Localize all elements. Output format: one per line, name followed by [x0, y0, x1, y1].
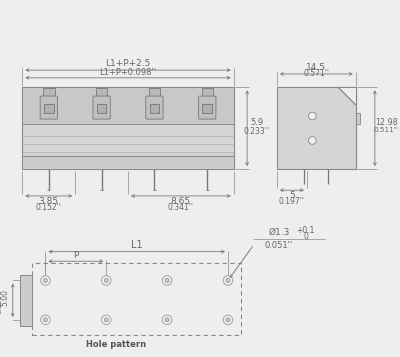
Text: Hole pattern: Hole pattern — [86, 340, 146, 349]
Circle shape — [41, 315, 50, 325]
Text: 0: 0 — [303, 232, 308, 241]
Circle shape — [102, 315, 111, 325]
Circle shape — [41, 276, 50, 285]
FancyBboxPatch shape — [93, 96, 110, 119]
Circle shape — [226, 318, 230, 322]
Circle shape — [162, 276, 172, 285]
Bar — [202, 104, 212, 113]
Circle shape — [226, 278, 230, 282]
Text: 0.197'': 0.197'' — [0, 290, 2, 314]
Bar — [22, 156, 234, 169]
Text: 0.152'': 0.152'' — [36, 203, 62, 212]
Text: 0.511'': 0.511'' — [374, 127, 399, 133]
Bar — [150, 104, 159, 113]
Text: 0.341'': 0.341'' — [168, 203, 194, 212]
Text: L1+P+0.098'': L1+P+0.098'' — [100, 67, 156, 76]
Text: L1+P+2.5: L1+P+2.5 — [105, 59, 151, 68]
Text: 12.98: 12.98 — [375, 118, 398, 127]
Text: +0.1: +0.1 — [296, 226, 315, 235]
FancyBboxPatch shape — [40, 96, 58, 119]
Text: 0.233'': 0.233'' — [244, 127, 270, 136]
Circle shape — [102, 276, 111, 285]
Circle shape — [308, 137, 316, 144]
FancyBboxPatch shape — [146, 96, 163, 119]
Text: 8.65: 8.65 — [171, 197, 191, 206]
Circle shape — [223, 276, 233, 285]
Circle shape — [162, 315, 172, 325]
Text: 5.00: 5.00 — [0, 289, 10, 306]
Bar — [22, 87, 234, 124]
Circle shape — [104, 318, 108, 322]
Circle shape — [104, 278, 108, 282]
Bar — [32, 263, 241, 335]
Bar — [149, 89, 160, 96]
Bar — [96, 89, 107, 96]
Bar — [22, 87, 234, 169]
Text: 0.197'': 0.197'' — [279, 197, 305, 206]
Text: 0.571'': 0.571'' — [303, 69, 329, 77]
Circle shape — [308, 112, 316, 120]
Text: 5.9: 5.9 — [250, 118, 263, 127]
Bar — [20, 275, 32, 326]
FancyBboxPatch shape — [199, 96, 216, 119]
Text: 3.85: 3.85 — [39, 197, 59, 206]
Circle shape — [44, 278, 47, 282]
Bar — [356, 112, 360, 124]
Circle shape — [223, 315, 233, 325]
Text: 5: 5 — [289, 191, 295, 200]
Bar — [202, 89, 213, 96]
Circle shape — [44, 318, 47, 322]
Text: P: P — [73, 251, 78, 260]
Text: Ø1.3: Ø1.3 — [268, 228, 290, 237]
Bar — [97, 104, 106, 113]
Circle shape — [165, 318, 169, 322]
Text: L1: L1 — [131, 240, 142, 250]
Text: 14.5: 14.5 — [306, 63, 326, 72]
Bar — [277, 87, 356, 169]
Polygon shape — [338, 87, 356, 105]
Circle shape — [165, 278, 169, 282]
Bar — [43, 89, 54, 96]
Bar — [44, 104, 54, 113]
Text: 0.051'': 0.051'' — [265, 241, 293, 250]
